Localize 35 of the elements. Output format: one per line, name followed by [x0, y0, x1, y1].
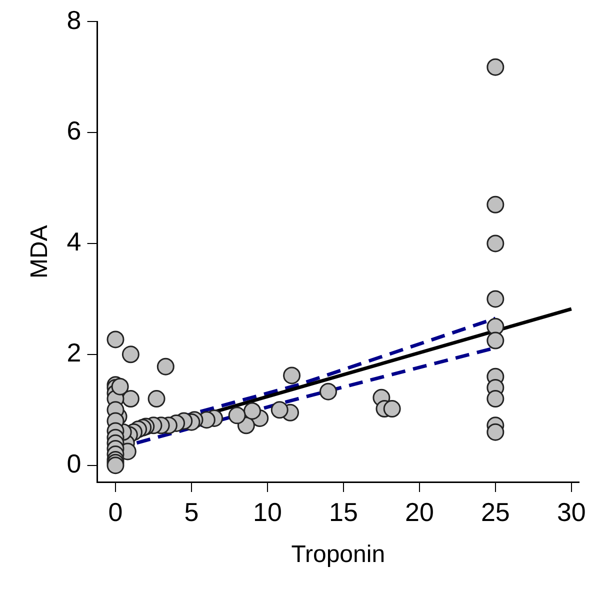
y-tick-label: 6 [66, 116, 82, 146]
point [156, 358, 174, 376]
x-tick-label: 10 [253, 496, 282, 527]
x-tick-label: 0 [108, 496, 123, 527]
point [383, 400, 401, 418]
point [106, 330, 124, 348]
point [106, 456, 124, 474]
point [486, 234, 504, 252]
point [486, 318, 504, 336]
point [244, 402, 262, 420]
y-tick-label: 2 [66, 338, 82, 368]
point [486, 196, 504, 214]
x-tick-label: 15 [328, 496, 358, 527]
x-tick-label: 30 [556, 496, 586, 527]
point [283, 366, 301, 384]
point [111, 378, 129, 396]
point [122, 346, 140, 364]
point [122, 390, 140, 408]
point [486, 332, 504, 350]
y-tick-label: 4 [66, 226, 82, 257]
x-tick-label: 20 [404, 496, 434, 527]
y-tick-label: 8 [66, 4, 82, 35]
x-tick-label: 25 [480, 496, 510, 527]
point [148, 390, 166, 408]
x-tick-label: 5 [184, 496, 199, 527]
point [486, 390, 504, 408]
y-axis-title: MDA [26, 225, 54, 278]
point [486, 423, 504, 441]
point [270, 401, 288, 419]
point [228, 406, 246, 424]
point [486, 58, 504, 76]
point [320, 382, 337, 400]
point [486, 290, 504, 308]
x-axis-title: Troponin [291, 541, 386, 568]
y-tick-label: 0 [66, 448, 82, 479]
